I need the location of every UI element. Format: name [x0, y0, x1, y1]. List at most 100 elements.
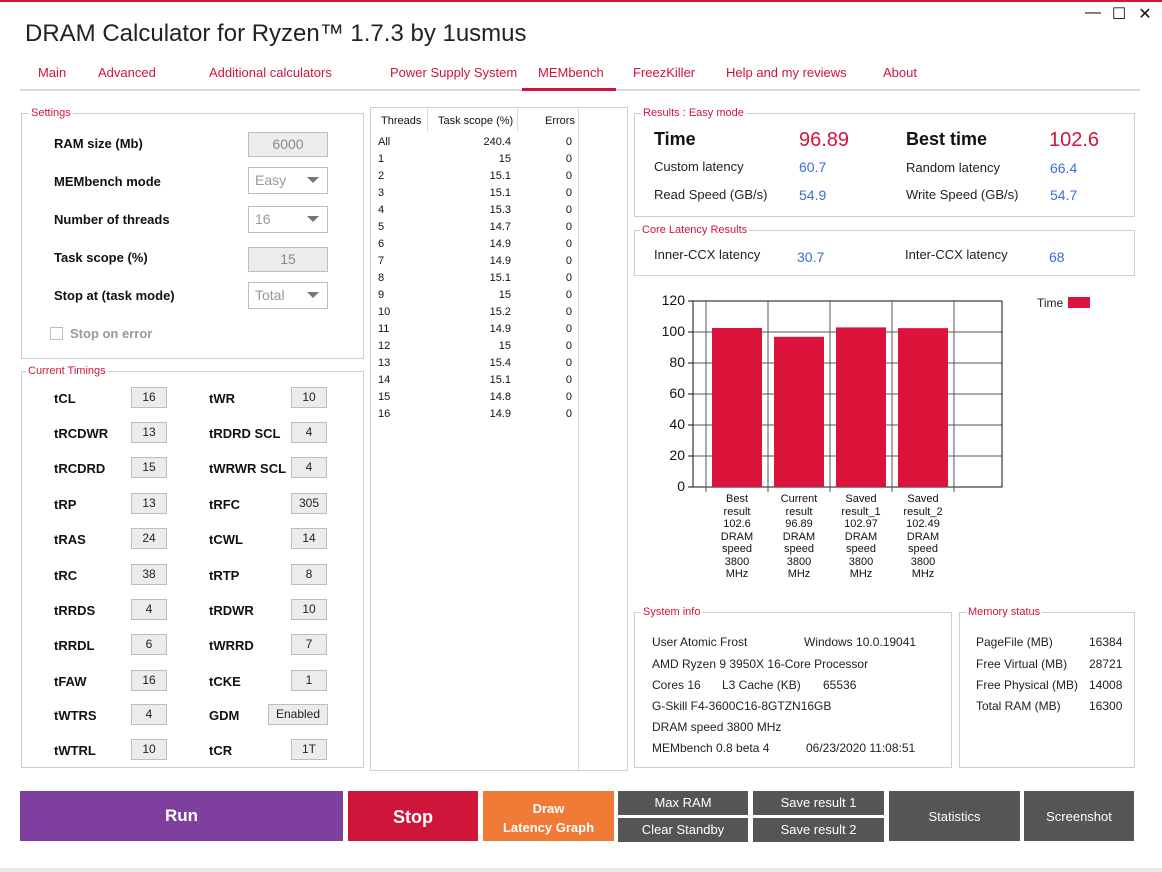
tab-membench[interactable]: MEMbench	[538, 65, 604, 80]
maximize-icon[interactable]: ☐	[1111, 6, 1127, 23]
cell-threads: 1	[378, 153, 385, 165]
cell-threads: 2	[378, 170, 385, 182]
total-ram-label: Total RAM (MB)	[976, 699, 1061, 713]
cell-task-scope: 240.4	[483, 136, 511, 148]
free-physical-label: Free Physical (MB)	[976, 678, 1079, 692]
read-speed-label: Read Speed (GB/s)	[654, 187, 768, 202]
save-result-1-button[interactable]: Save result 1	[753, 791, 884, 815]
cell-task-scope: 15.1	[489, 374, 511, 386]
cell-threads: 11	[378, 323, 390, 335]
x-category-label: Best result 102.6 DRAM speed 3800 MHz	[720, 493, 754, 580]
timing-label: tRAS	[54, 532, 86, 547]
memory-status-group	[959, 612, 1135, 768]
membench-mode-select[interactable]: Easy	[248, 167, 328, 194]
table-row[interactable]: 15 14.8 0	[371, 391, 577, 408]
statistics-button[interactable]: Statistics	[889, 791, 1020, 841]
table-row[interactable]: 9 15 0	[371, 289, 577, 306]
cell-errors: 0	[565, 323, 572, 335]
timing-value: 4	[291, 457, 327, 478]
cell-errors: 0	[565, 289, 572, 301]
tab-help-and-reviews[interactable]: Help and my reviews	[726, 65, 847, 80]
table-row[interactable]: 2 15.1 0	[371, 170, 577, 187]
tab-about[interactable]: About	[883, 65, 917, 80]
stop-button[interactable]: Stop	[348, 791, 478, 841]
table-row[interactable]: 12 15 0	[371, 340, 577, 357]
ram-size-input[interactable]: 6000	[248, 132, 328, 157]
table-header-errors[interactable]: Errors	[545, 115, 575, 127]
table-row[interactable]: 1 15 0	[371, 153, 577, 170]
clear-standby-button[interactable]: Clear Standby	[618, 818, 748, 842]
pagefile-value: 16384	[1089, 635, 1123, 649]
cell-task-scope: 14.9	[489, 255, 511, 267]
cell-errors: 0	[565, 391, 572, 403]
minimize-icon[interactable]: —	[1085, 4, 1101, 21]
table-row[interactable]: 8 15.1 0	[371, 272, 577, 289]
cell-errors: 0	[565, 272, 572, 284]
timing-value: 13	[131, 493, 167, 514]
tab-power-supply-system[interactable]: Power Supply System	[390, 65, 518, 80]
stop-on-error-checkbox[interactable]	[50, 327, 63, 340]
tab-advanced[interactable]: Advanced	[98, 65, 156, 80]
cell-task-scope: 15	[498, 340, 511, 352]
inner-ccx-label: Inner-CCX latency	[654, 247, 761, 262]
legend-swatch	[1068, 297, 1090, 308]
cell-task-scope: 14.9	[489, 408, 511, 420]
save-result-2-button[interactable]: Save result 2	[753, 818, 884, 842]
best-time-label: Best time	[906, 129, 988, 149]
timing-value: 10	[291, 387, 327, 408]
total-ram-value: 16300	[1089, 699, 1123, 713]
threads-select[interactable]: 16	[248, 206, 328, 233]
table-row[interactable]: 7 14.9 0	[371, 255, 577, 272]
table-row[interactable]: 10 15.2 0	[371, 306, 577, 323]
timings-title: Current Timings	[26, 365, 108, 377]
table-row[interactable]: 4 15.3 0	[371, 204, 577, 221]
table-row[interactable]: 16 14.9 0	[371, 408, 577, 425]
cell-threads: 9	[378, 289, 385, 301]
sys-os: Windows 10.0.19041	[804, 635, 917, 649]
cell-errors: 0	[565, 340, 572, 352]
timing-label: tRFC	[209, 497, 241, 512]
sys-dram-speed: DRAM speed 3800 MHz	[652, 720, 782, 734]
table-row[interactable]: 6 14.9 0	[371, 238, 577, 255]
cell-task-scope: 14.9	[489, 238, 511, 250]
table-row[interactable]: 5 14.7 0	[371, 221, 577, 238]
sys-memory: G-Skill F4-3600C16-8GTZN16GB	[652, 699, 832, 713]
core-latency-title: Core Latency Results	[640, 224, 750, 236]
window-bottom-edge	[0, 868, 1162, 872]
chart-bar	[898, 328, 948, 487]
table-row[interactable]: All 240.4 0	[371, 136, 577, 153]
run-button[interactable]: Run	[20, 791, 343, 841]
screenshot-button[interactable]: Screenshot	[1024, 791, 1134, 841]
close-icon[interactable]: ✕	[1138, 6, 1152, 23]
results-group	[634, 113, 1135, 217]
stop-at-select[interactable]: Total	[248, 282, 328, 309]
table-divider	[427, 108, 428, 132]
chart-bar	[836, 327, 886, 487]
timing-label: tCWL	[209, 532, 243, 547]
table-row[interactable]: 13 15.4 0	[371, 357, 577, 374]
results-title: Results : Easy mode	[641, 107, 746, 119]
cell-threads: 10	[378, 306, 391, 318]
random-latency-value: 66.4	[1050, 160, 1078, 176]
table-row[interactable]: 11 14.9 0	[371, 323, 577, 340]
table-header-threads[interactable]: Threads	[381, 115, 422, 127]
cell-task-scope: 15.3	[489, 204, 511, 216]
cell-threads: 5	[378, 221, 385, 233]
table-row[interactable]: 3 15.1 0	[371, 187, 577, 204]
tab-freezkiller[interactable]: FreezKiller	[633, 65, 696, 80]
cell-threads: 7	[378, 255, 385, 267]
timing-value: Enabled	[268, 704, 328, 725]
table-header-task-scope[interactable]: Task scope (%)	[438, 115, 514, 127]
tab-main[interactable]: Main	[38, 65, 67, 80]
cell-errors: 0	[565, 136, 572, 148]
tab-additional-calculators[interactable]: Additional calculators	[209, 65, 332, 80]
memory-status-title: Memory status	[966, 606, 1043, 618]
settings-title: Settings	[29, 107, 73, 119]
time-bar-chart: Time 0 20 40 60 80 100 120 Best result 102.6 DR…	[634, 285, 1135, 595]
max-ram-button[interactable]: Max RAM	[618, 791, 748, 815]
free-virtual-label: Free Virtual (MB)	[976, 657, 1068, 671]
table-row[interactable]: 14 15.1 0	[371, 374, 577, 391]
draw-latency-graph-button[interactable]: Draw Latency Graph	[483, 791, 614, 841]
cell-threads: 8	[378, 272, 385, 284]
task-scope-input[interactable]: 15	[248, 247, 328, 272]
